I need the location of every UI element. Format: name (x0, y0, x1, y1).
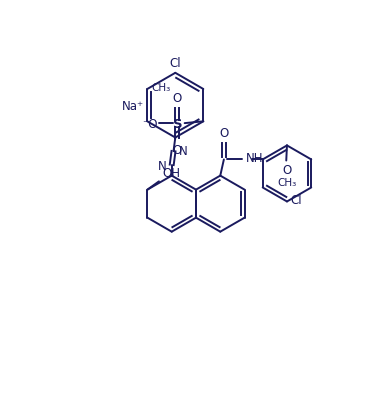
Text: CH₃: CH₃ (151, 83, 170, 92)
Text: Na⁺: Na⁺ (122, 100, 143, 113)
Text: NH: NH (245, 152, 263, 165)
Text: CH₃: CH₃ (277, 178, 297, 188)
Text: N: N (158, 160, 166, 173)
Text: O: O (173, 92, 182, 104)
Text: Cl: Cl (291, 194, 302, 207)
Text: N: N (179, 145, 188, 157)
Text: O: O (173, 143, 182, 156)
Text: O: O (219, 127, 228, 140)
Text: O: O (283, 164, 292, 177)
Text: S: S (173, 117, 182, 130)
Text: Cl: Cl (169, 57, 181, 70)
Text: OH: OH (162, 166, 181, 180)
Text: ⁻O: ⁻O (142, 117, 157, 130)
